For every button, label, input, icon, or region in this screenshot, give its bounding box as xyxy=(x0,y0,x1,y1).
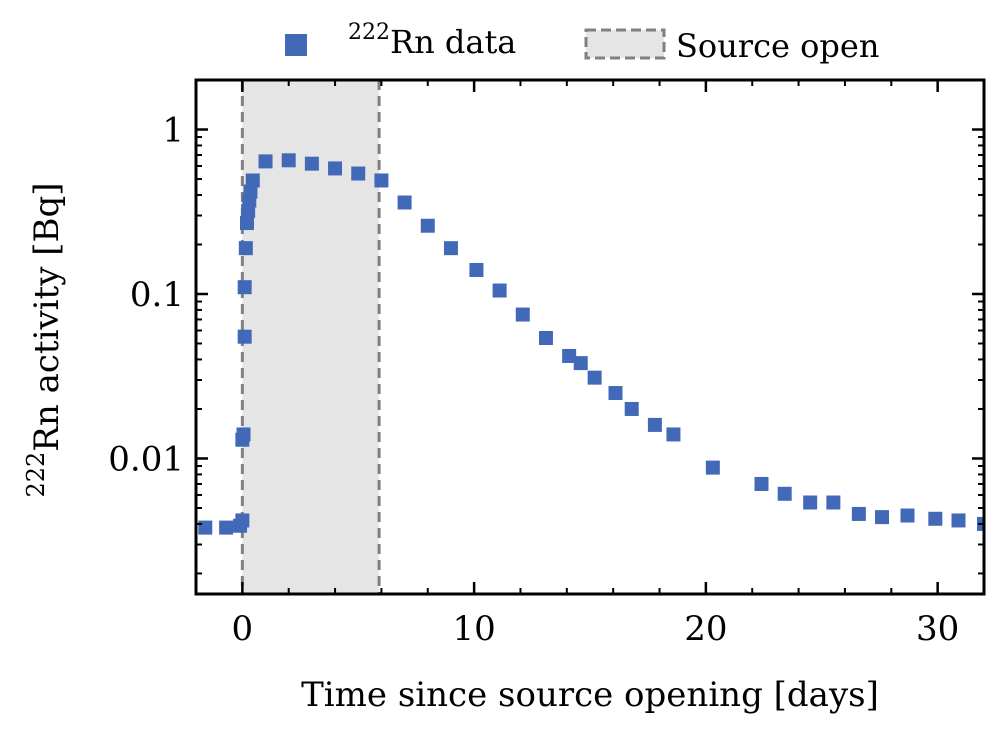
data-point xyxy=(238,241,253,256)
data-point xyxy=(245,173,260,188)
legend-label-source-open: Source open xyxy=(676,27,879,65)
data-point xyxy=(928,511,943,526)
y-tick-label: 1 xyxy=(162,111,184,151)
data-point xyxy=(515,307,530,322)
legend-marker-source-open xyxy=(584,28,666,60)
y-tick-label: 0.01 xyxy=(108,439,184,479)
data-point xyxy=(304,156,319,171)
data-point xyxy=(236,427,251,442)
y-axis-title-text: Rn activity [Bq] xyxy=(27,182,67,451)
data-point xyxy=(647,417,662,432)
data-point xyxy=(443,241,458,256)
data-point xyxy=(239,216,254,231)
data-point xyxy=(562,348,577,363)
data-point xyxy=(374,173,389,188)
data-point xyxy=(608,386,623,401)
data-point xyxy=(397,195,412,210)
data-point xyxy=(281,153,296,168)
data-point xyxy=(851,506,866,521)
plot-frame xyxy=(194,78,986,596)
data-point xyxy=(777,486,792,501)
data-points xyxy=(198,153,984,535)
x-tick-label: 0 xyxy=(232,609,254,649)
legend-label-rn-data-sup: 222 xyxy=(348,20,390,45)
x-tick-label: 10 xyxy=(452,609,495,649)
y-axis: 1 0.1 0.01 xyxy=(108,79,984,575)
data-point xyxy=(826,495,841,510)
legend-label-rn-data-text: Rn data xyxy=(390,23,516,61)
data-point xyxy=(351,166,366,181)
data-point xyxy=(538,331,553,346)
data-point xyxy=(803,495,818,510)
legend-marker-rn-data xyxy=(285,34,307,56)
x-tick-label: 30 xyxy=(916,609,959,649)
data-point xyxy=(219,520,234,535)
data-point xyxy=(666,427,681,442)
data-point xyxy=(754,476,769,491)
data-point xyxy=(328,161,343,176)
data-point xyxy=(258,154,273,169)
y-axis-title: 222Rn activity [Bq] xyxy=(22,182,67,497)
data-point xyxy=(705,460,720,475)
y-tick-label: 0.1 xyxy=(130,275,184,315)
x-axis: 0 10 20 30 xyxy=(195,80,985,649)
legend-label-rn-data: 222Rn data xyxy=(348,20,516,61)
data-point xyxy=(951,513,966,528)
data-point xyxy=(198,520,213,535)
data-point xyxy=(492,283,507,298)
data-point xyxy=(420,218,435,233)
data-point xyxy=(243,184,258,199)
data-point xyxy=(587,370,602,385)
data-point xyxy=(624,401,639,416)
data-point xyxy=(573,356,588,371)
data-point xyxy=(237,329,252,344)
legend: 222Rn data Source open xyxy=(285,20,879,65)
data-point xyxy=(900,508,915,523)
data-point xyxy=(469,262,484,277)
x-axis-title: Time since source opening [days] xyxy=(301,675,879,715)
x-tick-label: 20 xyxy=(684,609,727,649)
data-point xyxy=(875,510,890,525)
y-axis-title-sup: 222 xyxy=(22,452,50,498)
data-point xyxy=(237,280,252,295)
data-point xyxy=(235,513,250,528)
